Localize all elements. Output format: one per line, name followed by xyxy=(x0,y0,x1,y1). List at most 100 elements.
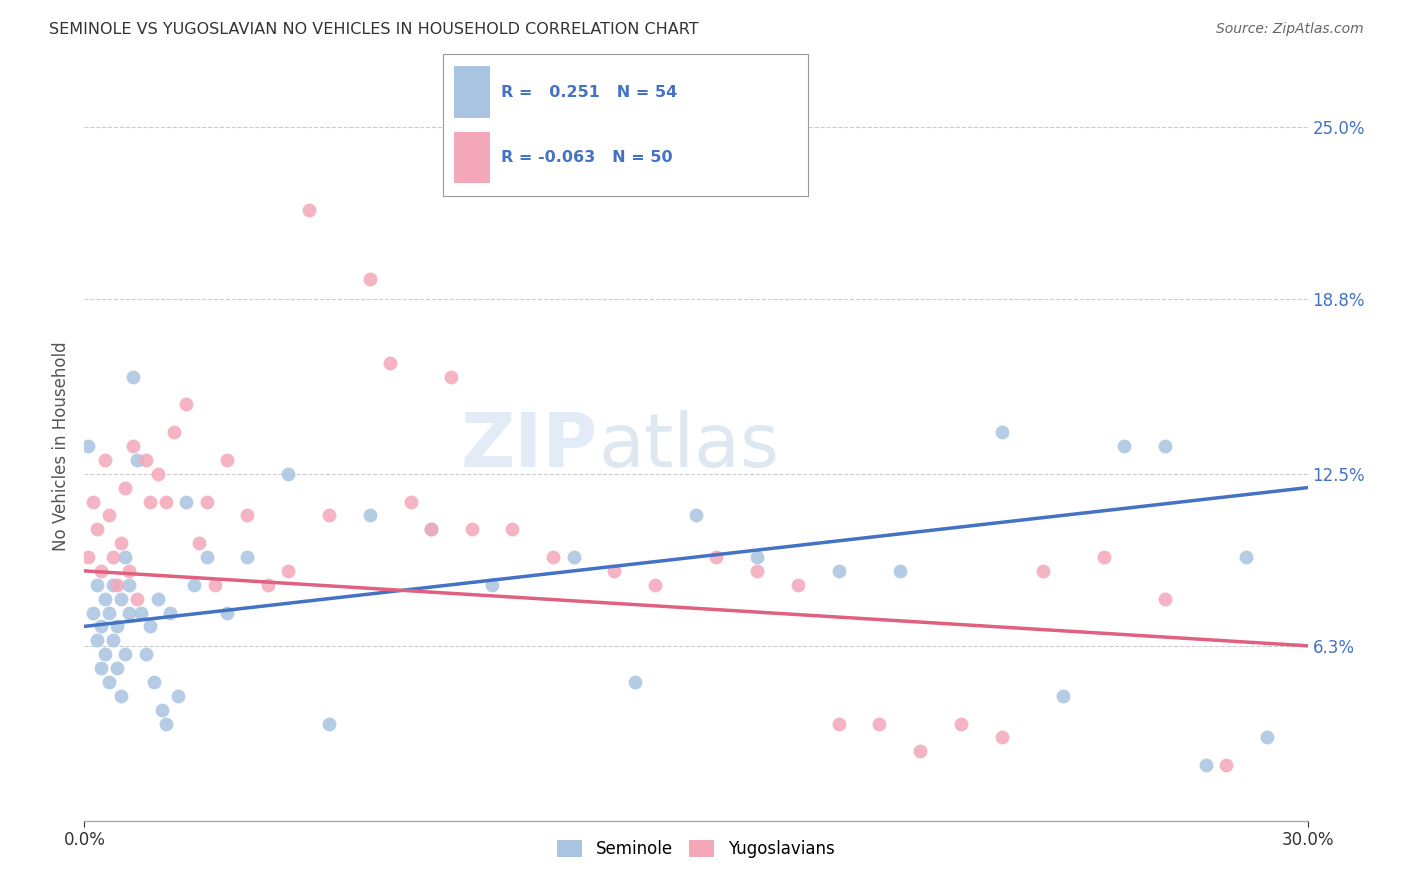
Point xyxy=(150,703,173,717)
Point xyxy=(77,549,100,564)
Point xyxy=(105,619,128,633)
Point xyxy=(910,744,932,758)
Point xyxy=(101,549,124,564)
Point xyxy=(122,369,145,384)
Point xyxy=(217,606,239,620)
Point xyxy=(1256,731,1278,745)
Point xyxy=(828,716,851,731)
Y-axis label: No Vehicles in Household: No Vehicles in Household xyxy=(52,341,70,551)
Point xyxy=(93,647,115,661)
Point xyxy=(1052,689,1074,703)
Point xyxy=(195,494,218,508)
Text: atlas: atlas xyxy=(598,409,779,483)
Point xyxy=(118,578,141,592)
Point xyxy=(138,494,160,508)
Point xyxy=(195,549,218,564)
Point xyxy=(991,731,1014,745)
Point xyxy=(127,591,149,606)
Bar xyxy=(454,66,491,118)
Point xyxy=(277,467,299,481)
Text: Source: ZipAtlas.com: Source: ZipAtlas.com xyxy=(1216,22,1364,37)
Point xyxy=(82,494,104,508)
Point xyxy=(603,564,626,578)
Text: R = -0.063   N = 50: R = -0.063 N = 50 xyxy=(502,150,673,165)
Point xyxy=(105,661,128,675)
Point xyxy=(110,536,132,550)
Point xyxy=(380,356,402,370)
Point xyxy=(236,549,259,564)
Point xyxy=(747,549,769,564)
Point xyxy=(138,619,160,633)
Point xyxy=(90,619,112,633)
Point xyxy=(257,578,280,592)
Point xyxy=(155,494,177,508)
Point xyxy=(869,716,891,731)
Point xyxy=(93,453,115,467)
Point xyxy=(624,674,647,689)
Point xyxy=(1154,439,1177,453)
Point xyxy=(86,578,108,592)
Point xyxy=(135,647,157,661)
Point xyxy=(127,453,149,467)
Point xyxy=(97,606,120,620)
Point xyxy=(828,564,851,578)
Point xyxy=(90,564,112,578)
Point xyxy=(142,674,165,689)
Point xyxy=(318,716,340,731)
Point xyxy=(685,508,707,523)
Point xyxy=(481,578,503,592)
Point xyxy=(440,369,463,384)
Point xyxy=(950,716,973,731)
Point xyxy=(644,578,666,592)
Point xyxy=(174,397,197,411)
Point xyxy=(461,522,484,536)
Point xyxy=(114,549,136,564)
Point xyxy=(114,647,136,661)
Point xyxy=(77,439,100,453)
Point xyxy=(105,578,128,592)
Point xyxy=(1154,591,1177,606)
Point xyxy=(217,453,239,467)
Point xyxy=(502,522,524,536)
Point xyxy=(359,272,381,286)
Point xyxy=(706,549,728,564)
Point xyxy=(146,591,169,606)
Point xyxy=(159,606,181,620)
Point xyxy=(86,522,108,536)
Point xyxy=(204,578,226,592)
Point xyxy=(747,564,769,578)
Point xyxy=(787,578,810,592)
Point xyxy=(118,564,141,578)
Point xyxy=(1032,564,1054,578)
Point xyxy=(114,481,136,495)
Point xyxy=(991,425,1014,439)
Point xyxy=(97,508,120,523)
Legend: Seminole, Yugoslavians: Seminole, Yugoslavians xyxy=(551,833,841,864)
Text: R =   0.251   N = 54: R = 0.251 N = 54 xyxy=(502,85,678,100)
Point xyxy=(420,522,443,536)
Point xyxy=(1114,439,1136,453)
Point xyxy=(1195,758,1218,772)
Text: SEMINOLE VS YUGOSLAVIAN NO VEHICLES IN HOUSEHOLD CORRELATION CHART: SEMINOLE VS YUGOSLAVIAN NO VEHICLES IN H… xyxy=(49,22,699,37)
Point xyxy=(318,508,340,523)
Point xyxy=(122,439,145,453)
Point xyxy=(183,578,205,592)
Point xyxy=(236,508,259,523)
Point xyxy=(277,564,299,578)
Point xyxy=(163,425,186,439)
Point xyxy=(562,549,585,564)
Point xyxy=(399,494,422,508)
Point xyxy=(86,633,108,648)
Bar xyxy=(454,132,491,184)
Point xyxy=(101,633,124,648)
Point xyxy=(1215,758,1237,772)
Point xyxy=(82,606,104,620)
Point xyxy=(101,578,124,592)
Point xyxy=(1092,549,1115,564)
Point xyxy=(174,494,197,508)
Point xyxy=(118,606,141,620)
Point xyxy=(97,674,120,689)
Point xyxy=(131,606,153,620)
Point xyxy=(420,522,443,536)
Point xyxy=(889,564,911,578)
